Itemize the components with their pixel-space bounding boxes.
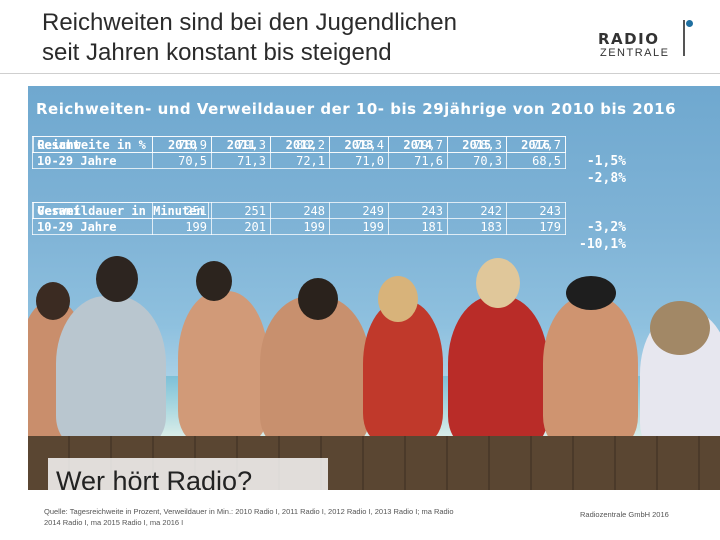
change-value: -10,1% xyxy=(579,237,626,252)
value-cell: 71,0 xyxy=(329,152,389,169)
header-divider xyxy=(0,73,720,74)
duration-header-row: Verweildauer in Minuten xyxy=(32,202,209,219)
value-cell: 71,6 xyxy=(388,152,448,169)
title-line-2: seit Jahren konstant bis steigend xyxy=(42,39,392,66)
change-value: -1,5% xyxy=(586,154,626,169)
person-silhouette xyxy=(363,301,443,441)
person-head xyxy=(196,261,232,301)
person-head xyxy=(96,256,138,302)
value-cell: 181 xyxy=(388,218,448,235)
person-head xyxy=(566,276,616,310)
table-row: 10-29 Jahre 199 201 199 199 181 183 179 xyxy=(32,218,566,235)
row-label: 10-29 Jahre xyxy=(32,218,153,235)
person-silhouette xyxy=(260,296,370,446)
person-head xyxy=(36,282,70,320)
year-cell: 2014 xyxy=(387,136,448,153)
duration-header: Verweildauer in Minuten xyxy=(32,202,209,219)
slide-title: Reichweiten sind bei den Jugendlichen se… xyxy=(42,8,582,68)
reach-header: Reichweite in % xyxy=(32,136,154,153)
change-value: -2,8% xyxy=(586,171,626,186)
year-cell: 2015 xyxy=(446,136,507,153)
value-cell: 72,1 xyxy=(270,152,330,169)
value-cell: 71,3 xyxy=(211,152,271,169)
value-cell: 201 xyxy=(211,218,271,235)
value-cell: 70,3 xyxy=(447,152,507,169)
reach-header-row: Reichweite in % 2010 2011 2012 2013 2014… xyxy=(32,136,566,153)
year-cell: 2011 xyxy=(211,136,272,153)
person-head xyxy=(476,258,520,308)
source-note: Quelle: Tagesreichweite in Prozent, Verw… xyxy=(44,507,454,527)
change-value: -3,2% xyxy=(586,220,626,235)
person-silhouette xyxy=(178,291,268,441)
logo-text-radio: RADIO xyxy=(598,30,660,48)
reach-table: Reichweite in % 2010 2011 2012 2013 2014… xyxy=(32,136,566,169)
logo-bar xyxy=(683,20,685,56)
year-cell: 2016 xyxy=(505,136,566,153)
person-silhouette xyxy=(543,296,638,446)
caption-box: Wer hört Radio? xyxy=(48,458,328,490)
person-head xyxy=(298,278,338,320)
logo-dot xyxy=(686,20,693,27)
value-cell: 243 xyxy=(506,202,566,219)
table-title: Reichweiten- und Verweildauer der 10- bi… xyxy=(36,100,677,118)
copyright-note: Radiozentrale GmbH 2016 xyxy=(580,510,669,519)
value-cell: 199 xyxy=(270,218,330,235)
slide-header: Reichweiten sind bei den Jugendlichen se… xyxy=(0,0,720,74)
value-cell: 70,5 xyxy=(152,152,212,169)
value-cell: 251 xyxy=(211,202,271,219)
beach-photo: Reichweiten- und Verweildauer der 10- bi… xyxy=(28,86,720,490)
year-cell: 2012 xyxy=(270,136,331,153)
value-cell: 249 xyxy=(329,202,389,219)
year-cell: 2010 xyxy=(152,136,213,153)
value-cell: 199 xyxy=(152,218,212,235)
logo-text-zentrale: ZENTRALE xyxy=(600,47,670,59)
row-label: 10-29 Jahre xyxy=(32,152,153,169)
table-row: 10-29 Jahre 70,5 71,3 72,1 71,0 71,6 70,… xyxy=(32,152,566,169)
value-cell: 183 xyxy=(447,218,507,235)
person-head xyxy=(378,276,418,322)
sun-hat xyxy=(650,301,710,355)
value-cell: 242 xyxy=(447,202,507,219)
value-cell: 179 xyxy=(506,218,566,235)
year-cell: 2013 xyxy=(329,136,389,153)
radiozentrale-logo: RADIO ZENTRALE xyxy=(598,20,708,60)
value-cell: 243 xyxy=(388,202,448,219)
person-silhouette xyxy=(448,296,548,446)
person-silhouette xyxy=(56,296,166,446)
value-cell: 248 xyxy=(270,202,330,219)
title-line-1: Reichweiten sind bei den Jugendlichen xyxy=(42,9,457,36)
duration-table: Verweildauer in Minuten Gesamt 251 251 2… xyxy=(32,202,566,235)
caption-text: Wer hört Radio? xyxy=(56,466,253,490)
value-cell: 68,5 xyxy=(506,152,566,169)
value-cell: 199 xyxy=(329,218,389,235)
